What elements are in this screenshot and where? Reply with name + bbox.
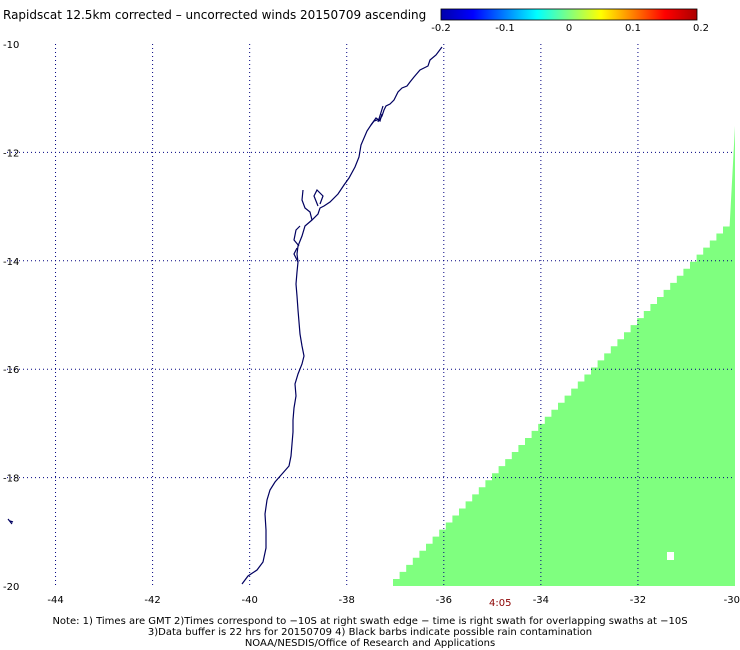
- lat-tick-label: -16: [3, 365, 19, 376]
- swath-coverage: [393, 126, 735, 586]
- coastline-estuary: [293, 105, 384, 263]
- coastline-brazil: [241, 46, 443, 585]
- colorbar-tick-label: 0.2: [693, 23, 709, 34]
- footnote-line-3: NOAA/NESDIS/Office of Research and Appli…: [244, 638, 496, 649]
- colorbar-strip: [440, 8, 698, 21]
- footnote-line-2: 3)Data buffer is 22 hrs for 20150709 4) …: [147, 627, 593, 638]
- map-title: Rapidscat 12.5km corrected – uncorrected…: [3, 8, 427, 22]
- lon-tick-label: -40: [241, 595, 257, 606]
- island-marker: [7, 518, 14, 525]
- colorbar-tick-label: 0: [566, 23, 572, 34]
- colorbar: -0.2 -0.1 0 0.1 0.2: [431, 8, 709, 34]
- lon-tick-label: -32: [630, 595, 646, 606]
- lat-tick-label: -14: [3, 257, 19, 268]
- lat-tick-label: -12: [3, 148, 19, 159]
- plot-area: [7, 44, 735, 586]
- lon-tick-label: -30: [724, 595, 740, 606]
- colorbar-tick-label: -0.2: [431, 23, 451, 34]
- lon-tick-label: -34: [533, 595, 549, 606]
- lat-tick-label: -18: [3, 474, 19, 485]
- colorbar-tick-label: -0.1: [495, 23, 515, 34]
- lat-tick-label: -10: [3, 40, 19, 51]
- lon-tick-label: -36: [436, 595, 452, 606]
- lon-tick-label: -42: [144, 595, 160, 606]
- lat-tick-label: -20: [3, 582, 19, 593]
- lon-tick-label: -38: [339, 595, 355, 606]
- swath-time-label: 4:05: [489, 598, 512, 609]
- axis-labels: -44 -42 -40 -38 -36 -34 -32 -30 -10 -12 -14 -16 -18 -…: [3, 40, 740, 606]
- swath-gap: [667, 552, 674, 560]
- lon-tick-label: -44: [47, 595, 63, 606]
- lat-lon-grid: [7, 44, 735, 586]
- footnote-line-1: Note: 1) Times are GMT 2)Times correspon…: [52, 616, 688, 627]
- swath-polygon: [393, 126, 735, 586]
- colorbar-tick-label: 0.1: [625, 23, 641, 34]
